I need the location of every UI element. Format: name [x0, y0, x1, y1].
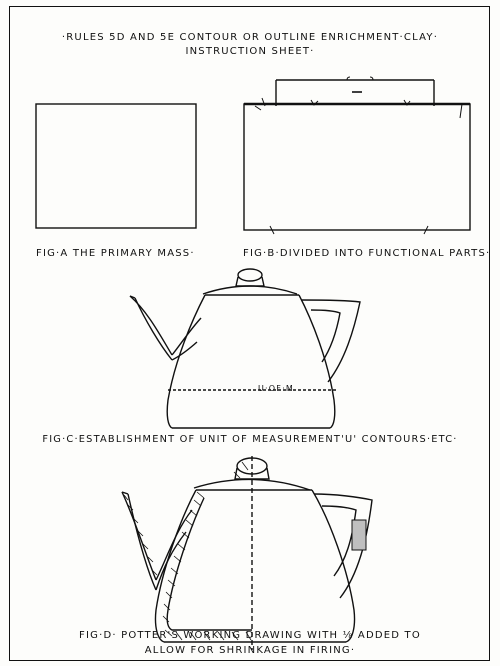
fig-c-unit-label: U·OF·M: [258, 384, 294, 393]
fig-d-caption-line-2: ALLOW FOR SHRINKAGE IN FIRING·: [144, 645, 356, 656]
sheet-title-line-2: INSTRUCTION SHEET·: [185, 46, 315, 57]
fig-b-caption: FIG·B·DIVIDED INTO FUNCTIONAL PARTS·: [243, 248, 491, 259]
fig-c-caption: FIG·C·ESTABLISHMENT OF UNIT OF MEASUREME…: [42, 434, 458, 445]
fig-d-working-drawing: [121, 456, 373, 650]
fig-a-caption: FIG·A THE PRIMARY MASS·: [36, 248, 195, 259]
sheet-border: [9, 6, 490, 661]
fig-d-caption-line-1: FIG·D· POTTER'S WORKING DRAWING WITH ⅛ A…: [79, 630, 421, 641]
fig-c-teapot-outline: [129, 268, 361, 429]
fig-b-functional-parts: [243, 76, 471, 235]
fig-d-section-hatching: [123, 461, 252, 641]
sheet-title-line-1: ·RULES 5D AND 5E CONTOUR OR OUTLINE ENRI…: [61, 32, 439, 43]
fig-a-primary-mass: [35, 103, 197, 229]
